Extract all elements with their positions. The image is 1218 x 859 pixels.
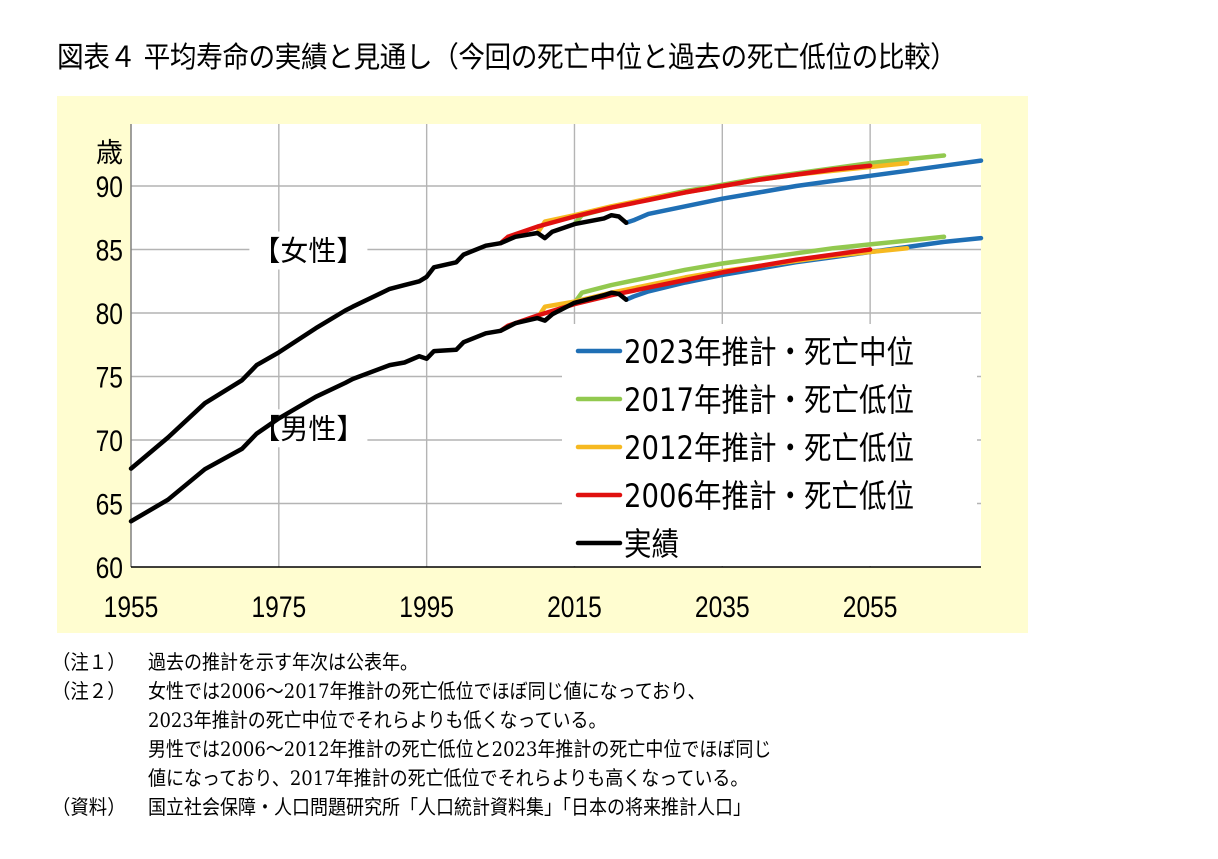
y-tick-label: 90 [96,170,123,204]
series-line-green-male [572,234,947,306]
y-axis-unit-label: 歳 [96,138,123,169]
source-text: 国立社会保障・人口問題研究所「人口統計資料集」「日本の将来推計人口」 [148,795,751,819]
figure-title: 図表４ 平均寿命の実績と見通し（今回の死亡中位と過去の死亡低位の比較） [57,40,957,74]
source-label: （資料） [52,795,126,819]
x-tick-label: 1955 [104,590,159,624]
x-tick-label: 1975 [251,590,306,624]
axes: 60 65 70 75 80 85 90歳 1955 1975 1995 2015 2035 2055 [96,124,981,624]
note-spacer [52,735,140,764]
x-tick-label: 2055 [843,590,898,624]
note-2-cont-1: 2023年推計の死亡中位でそれらよりも低くなっている。 [52,706,841,735]
legend-label: 2023年推計・死亡中位 [624,334,914,372]
annotations: 【女性】【男性】 [249,231,368,448]
note-2-label: （注２） [52,679,126,703]
y-tick-label: 70 [96,424,123,458]
legend-label: 実績 [624,526,679,564]
series-line-blue-female [623,158,984,226]
series-line-black-male [128,290,629,524]
note-2-cont-2: 男性では2006～2012年推計の死亡低位と2023年推計の死亡中位でほぼ同じ [52,735,841,764]
series-lines [128,153,984,524]
note-2-text-line-2: 2023年推計の死亡中位でそれらよりも低くなっている。 [148,708,607,732]
note-2-text-line-1: 女性では2006～2017年推計の死亡低位でほぼ同じ値になっており、 [148,679,706,703]
note-2-text-line-3: 男性では2006～2012年推計の死亡低位と2023年推計の死亡中位でほぼ同じ [148,737,772,761]
note-1: （注１） 過去の推計を示す年次は公表年。 [52,648,841,677]
note-spacer [52,706,140,735]
y-tick-label: 65 [96,487,123,521]
y-tick-label: 85 [96,233,123,267]
note-1-text: 過去の推計を示す年次は公表年。 [148,650,418,674]
legend-label: 2006年推計・死亡低位 [624,478,914,516]
annotation-bg [249,231,368,270]
x-tick-label: 1995 [399,590,454,624]
note-2-cont-3: 値になっており、2017年推計の死亡低位でそれらよりも高くなっている。 [52,764,841,793]
note-spacer [52,764,140,793]
notes: （注１） 過去の推計を示す年次は公表年。 （注２） 女性では2006～2017年… [52,648,841,822]
source-note: （資料） 国立社会保障・人口問題研究所「人口統計資料集」「日本の将来推計人口」 [52,793,841,822]
sex-annotation-label: 【男性】 [252,412,364,445]
y-tick-label: 75 [96,360,123,394]
series-line-red-female [498,163,873,246]
annotation-bg [249,409,368,448]
y-tick-label: 80 [96,297,123,331]
legend-label: 2017年推計・死亡低位 [624,382,914,420]
legend-box [562,324,977,566]
note-2-text-line-4: 値になっており、2017年推計の死亡低位でそれらよりも高くなっている。 [148,766,749,790]
x-tick-label: 2035 [695,590,750,624]
legend-label: 2012年推計・死亡低位 [624,430,914,468]
note-1-label: （注１） [52,650,126,674]
y-tick-label: 60 [96,551,123,585]
x-tick-label: 2015 [547,590,602,624]
series-line-black-female [128,212,629,471]
legend: 2023年推計・死亡中位 2017年推計・死亡低位 2012年推計・死亡低位 2006… [562,324,977,566]
sex-annotation-label: 【女性】 [252,235,364,268]
note-2: （注２） 女性では2006～2017年推計の死亡低位でほぼ同じ値になっており、 [52,677,841,706]
